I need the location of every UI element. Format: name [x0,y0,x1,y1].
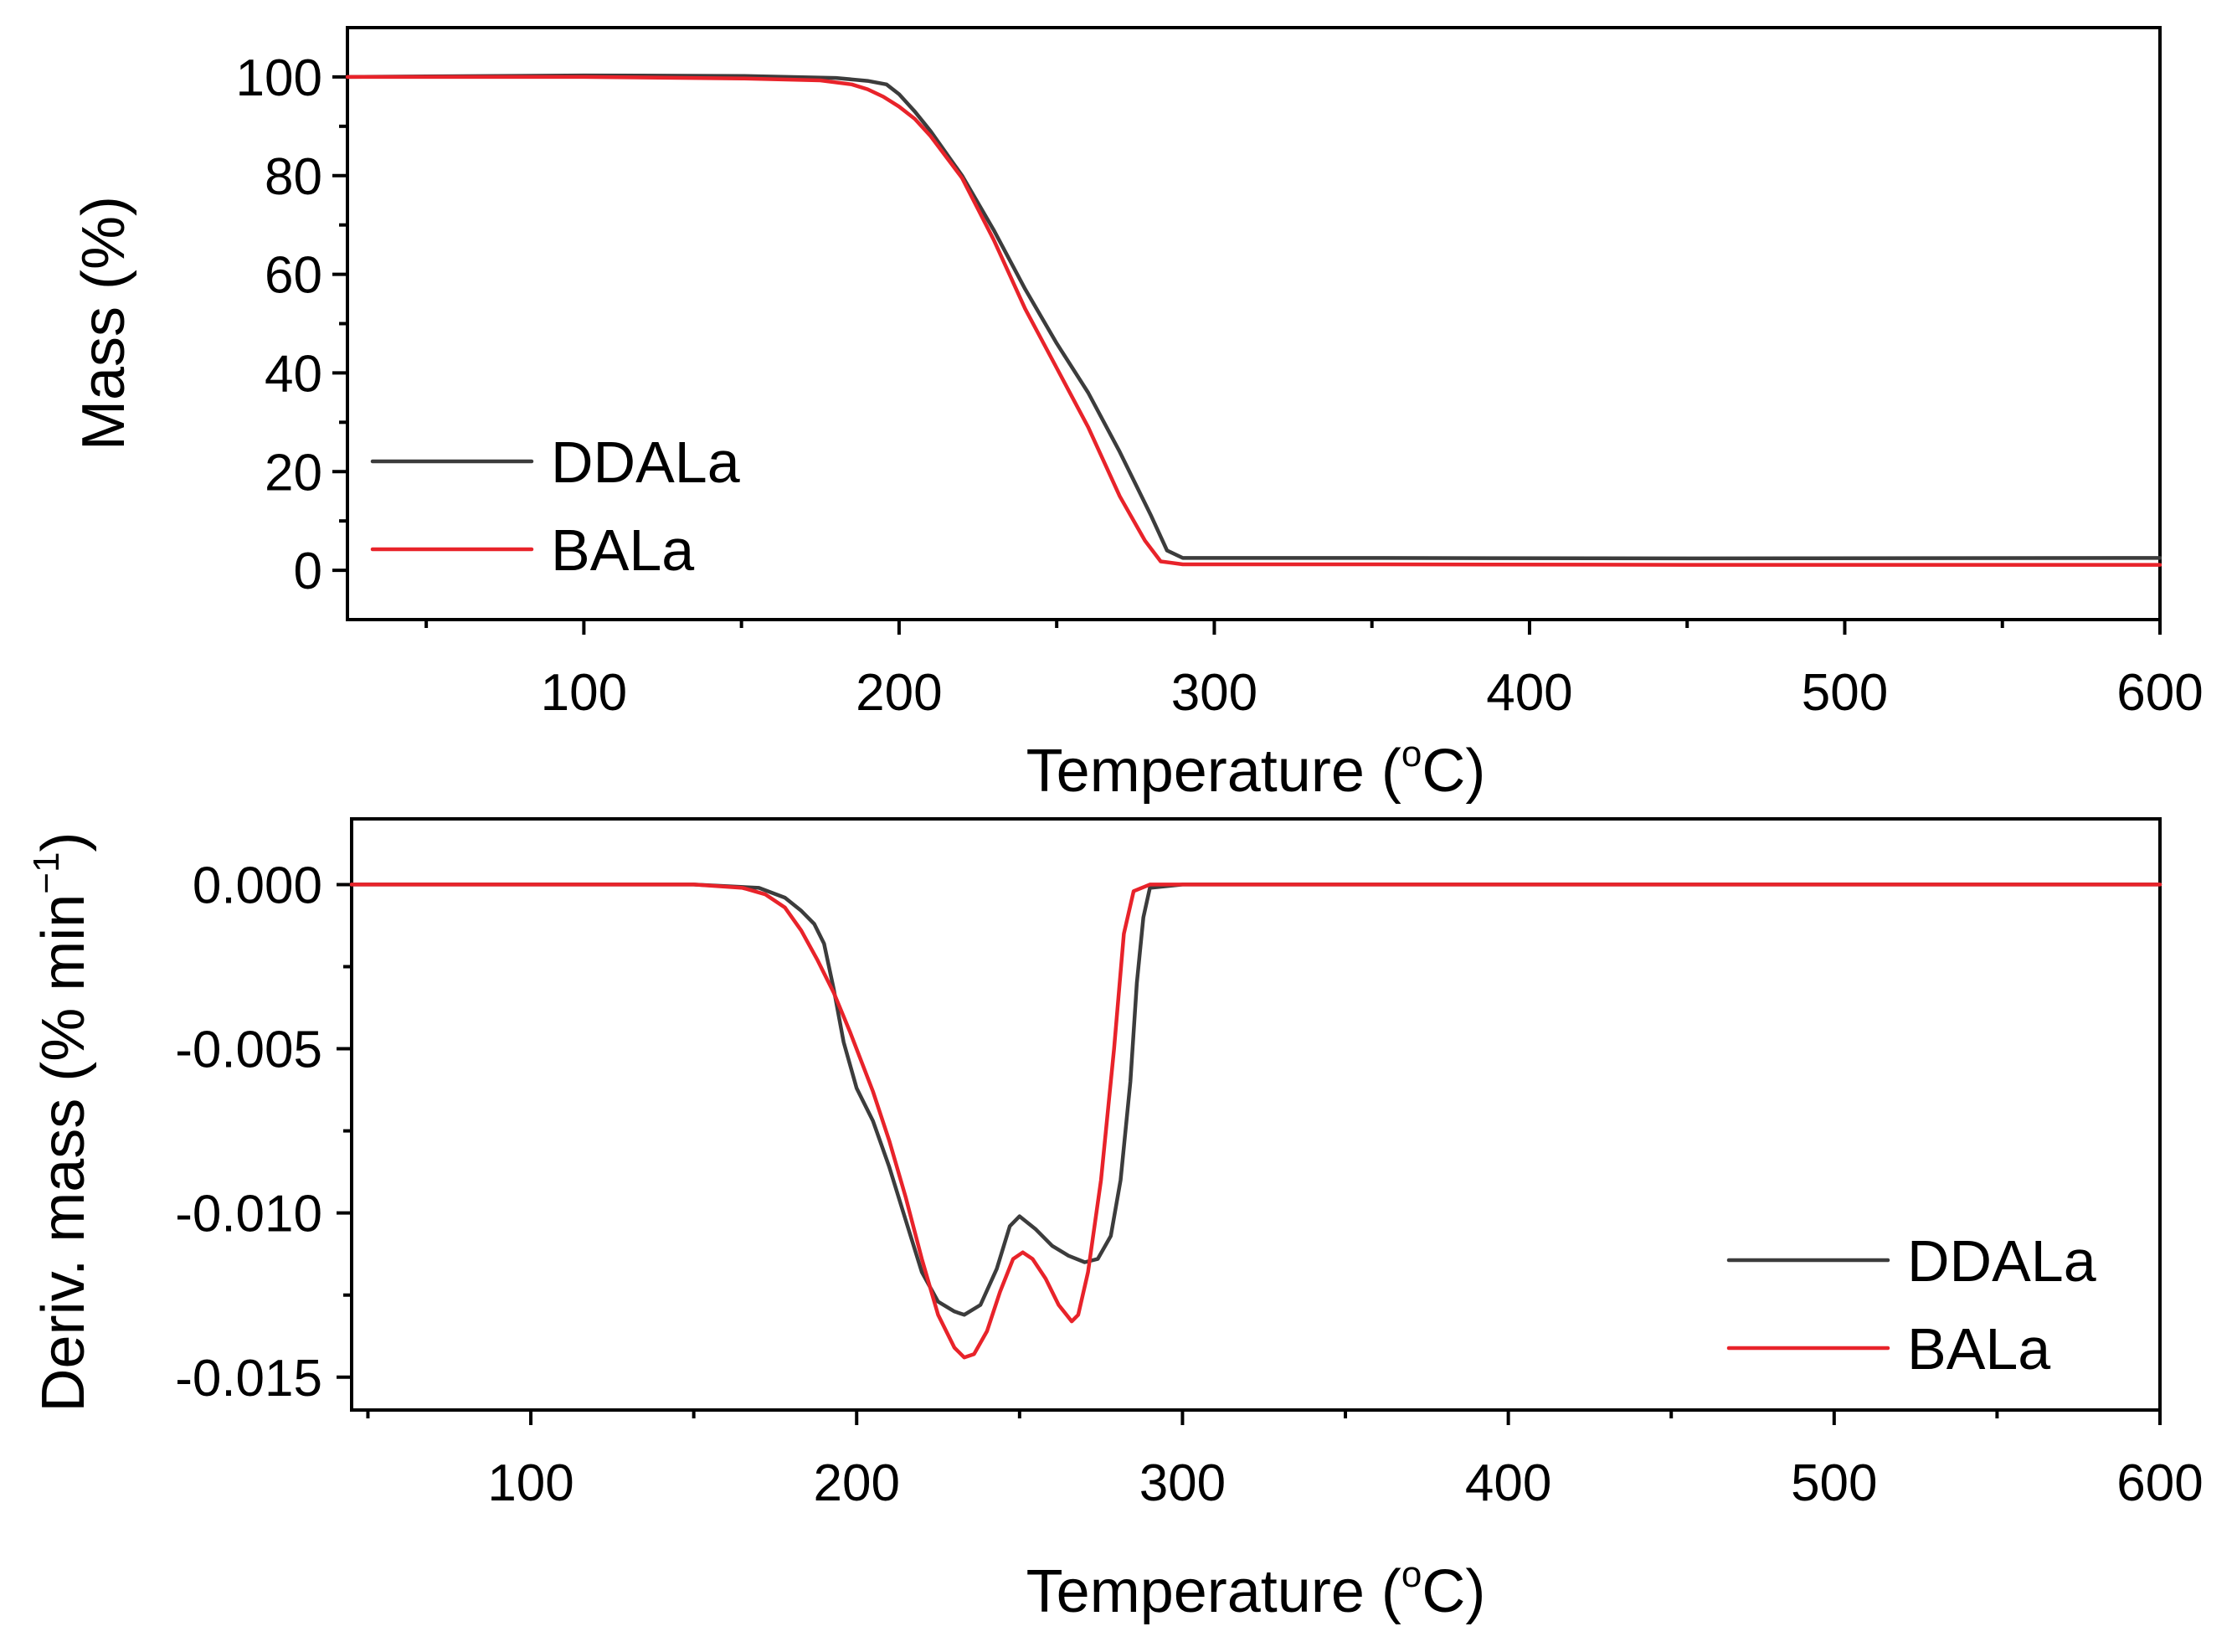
deriv-legend: DDALa BALa [1726,1228,2096,1382]
deriv-y-axis-title: Deriv. mass (% min−1) [26,832,97,1413]
deriv-x-tick-label-400: 400 [1465,1454,1551,1512]
mass-x-tick-label-500: 500 [1802,664,1888,722]
deriv-y-tick-label-1: -0.005 [175,1022,322,1079]
mass-legend-label-bala: BALa [551,517,694,583]
deriv-series-line-bala [349,883,2162,1360]
mass-y-tick-label-2: 40 [265,345,322,403]
deriv-y-tick-label-3: -0.015 [175,1350,322,1408]
mass-legend: DDALa BALa [370,430,740,583]
deriv-x-tick-label-300: 300 [1139,1454,1226,1512]
mass-series-line-bala [345,75,2162,567]
mass-chart: 100 200 300 400 500 600 0 20 40 60 80 100 Temperat… [70,26,2204,805]
deriv-x-axis-title: Temperature (oC) [1026,1554,1486,1625]
mass-series-group [345,73,2162,567]
mass-y-tick-label-5: 100 [236,49,322,107]
mass-y-tick-label-1: 20 [265,444,322,502]
mass-x-tick-label-400: 400 [1486,664,1572,722]
deriv-y-tick-label-0: 0.000 [193,857,322,914]
deriv-series-group [349,883,2162,1360]
deriv-legend-label-ddala: DDALa [1907,1228,2096,1294]
deriv-y-tick-label-2: -0.010 [175,1186,322,1243]
mass-y-tick-label-0: 0 [294,543,322,600]
deriv-plot-frame [350,817,2162,1412]
deriv-x-tick-label-100: 100 [487,1454,573,1512]
mass-y-tick-label-4: 80 [265,148,322,206]
deriv-x-tick-label-500: 500 [1791,1454,1877,1512]
deriv-chart: 100 200 300 400 500 600 0.000 -0.005 -0.010 -0.0… [26,817,2204,1625]
deriv-y-ticks: 0.000 -0.005 -0.010 -0.015 [175,857,352,1408]
mass-y-ticks: 0 20 40 60 80 100 [236,49,347,600]
mass-x-tick-label-300: 300 [1171,664,1257,722]
mass-legend-label-ddala: DDALa [551,430,740,495]
deriv-legend-label-bala: BALa [1907,1316,2050,1382]
deriv-x-ticks: 100 200 300 400 500 600 [366,1410,2204,1512]
deriv-series-line-ddala [349,883,2162,1317]
mass-x-tick-label-200: 200 [856,664,942,722]
mass-x-axis-title: Temperature (oC) [1026,733,1486,805]
mass-x-tick-label-600: 600 [2116,664,2203,722]
mass-y-axis-title: Mass (%) [70,196,137,450]
mass-series-line-ddala [345,73,2162,561]
deriv-x-tick-label-600: 600 [2116,1454,2203,1512]
mass-x-ticks: 100 200 300 400 500 600 [424,620,2204,722]
deriv-x-tick-label-200: 200 [814,1454,900,1512]
mass-x-tick-label-100: 100 [541,664,627,722]
mass-y-tick-label-3: 60 [265,247,322,305]
